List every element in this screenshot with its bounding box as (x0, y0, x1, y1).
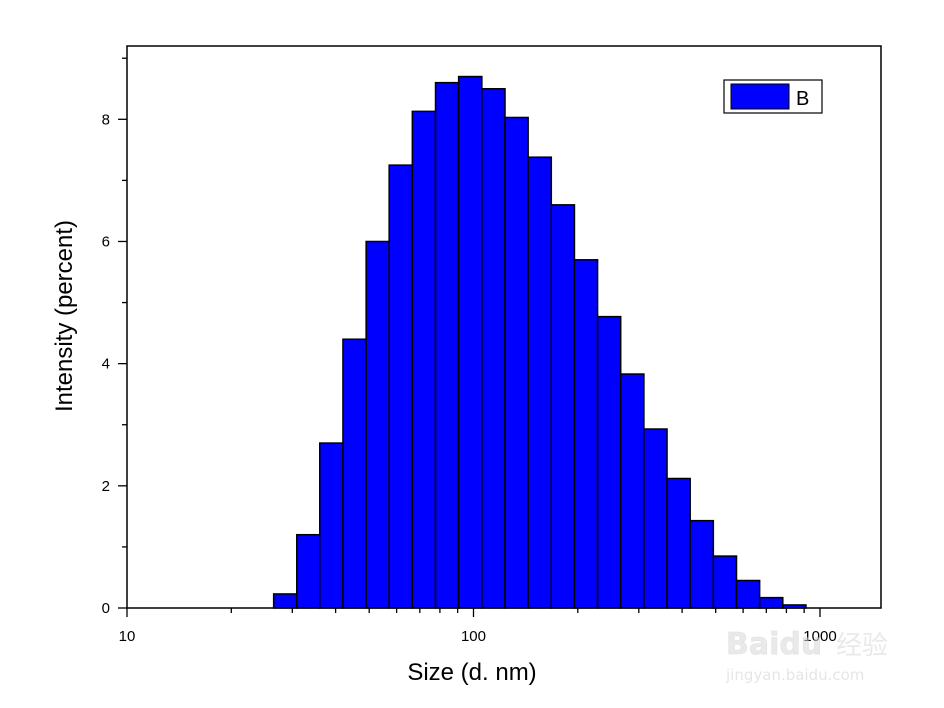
axes-group: 0 2 4 6 8 10 100 1000 (102, 57, 837, 645)
histogram-bar (411, 110, 437, 609)
histogram-bar (550, 204, 576, 609)
watermark: Baidu 经验 jingyan.baidu.com (725, 627, 888, 684)
watermark-brand-cn: 经验 (836, 631, 888, 661)
histogram-bar (596, 315, 622, 609)
histogram-bar (481, 88, 506, 609)
histogram-bar (342, 338, 367, 609)
histogram-bar (689, 519, 715, 609)
x-axis-label: Size (d. nm) (407, 659, 536, 686)
legend-swatch (730, 83, 790, 110)
legend-label: B (796, 88, 809, 110)
histogram-bar (643, 428, 668, 609)
watermark-url: jingyan.baidu.com (725, 666, 864, 684)
histogram-bar (758, 596, 784, 609)
y-tick-label: 0 (102, 600, 110, 617)
histogram-bar (619, 373, 645, 609)
histogram-bar (573, 259, 599, 609)
histogram-bar (365, 240, 390, 609)
y-tick-label: 6 (102, 233, 110, 250)
x-tick-label: 10 (119, 628, 136, 645)
x-tick-label: 100 (461, 628, 486, 645)
histogram-bar (735, 579, 761, 609)
histogram-bar (457, 75, 483, 609)
histogram-bar (712, 555, 738, 609)
histogram-bar (434, 81, 460, 609)
legend: B (723, 79, 823, 114)
plot-frame (126, 45, 882, 609)
y-axis-label: Intensity (percent) (51, 220, 78, 412)
histogram-bar (527, 156, 553, 609)
y-tick-label: 4 (102, 356, 110, 373)
histogram-bar (296, 533, 321, 609)
y-tick-label: 8 (102, 111, 110, 128)
histogram-bar (272, 593, 298, 609)
histogram-bar (319, 442, 344, 609)
watermark-brand: Baidu (726, 627, 822, 662)
histogram-bar (388, 164, 414, 609)
histogram-bar (666, 477, 691, 609)
y-tick-label: 2 (102, 478, 110, 495)
x-tick-label: 1000 (803, 628, 836, 645)
histogram-bar (504, 116, 529, 609)
